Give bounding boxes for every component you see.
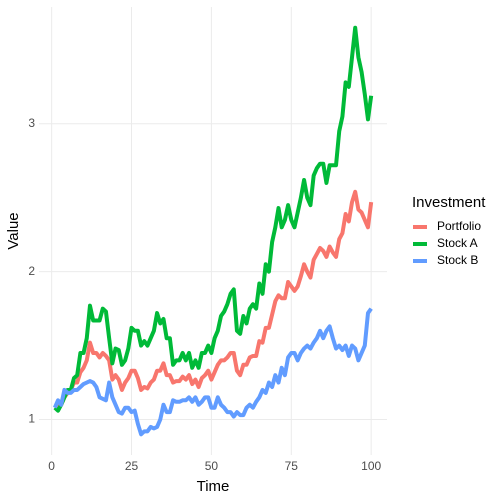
x-axis-title: Time <box>197 478 230 495</box>
grid <box>39 7 387 455</box>
legend-title: Investment <box>412 194 486 211</box>
x-tick-label: 0 <box>48 459 55 473</box>
line-series <box>53 25 374 413</box>
y-tick-label: 2 <box>28 264 35 278</box>
x-tick-label: 100 <box>361 459 381 473</box>
legend-label: Stock A <box>437 236 478 250</box>
y-tick-label: 3 <box>28 116 35 130</box>
x-tick-label: 75 <box>285 459 299 473</box>
x-tick-label: 25 <box>125 459 139 473</box>
legend-label: Stock B <box>437 253 478 267</box>
y-tick-label: 1 <box>28 412 35 426</box>
line-series <box>52 307 373 437</box>
legend-label: Portfolio <box>437 219 481 233</box>
line-series <box>53 189 374 410</box>
y-axis-title: Value <box>5 212 22 249</box>
x-tick-label: 50 <box>205 459 219 473</box>
